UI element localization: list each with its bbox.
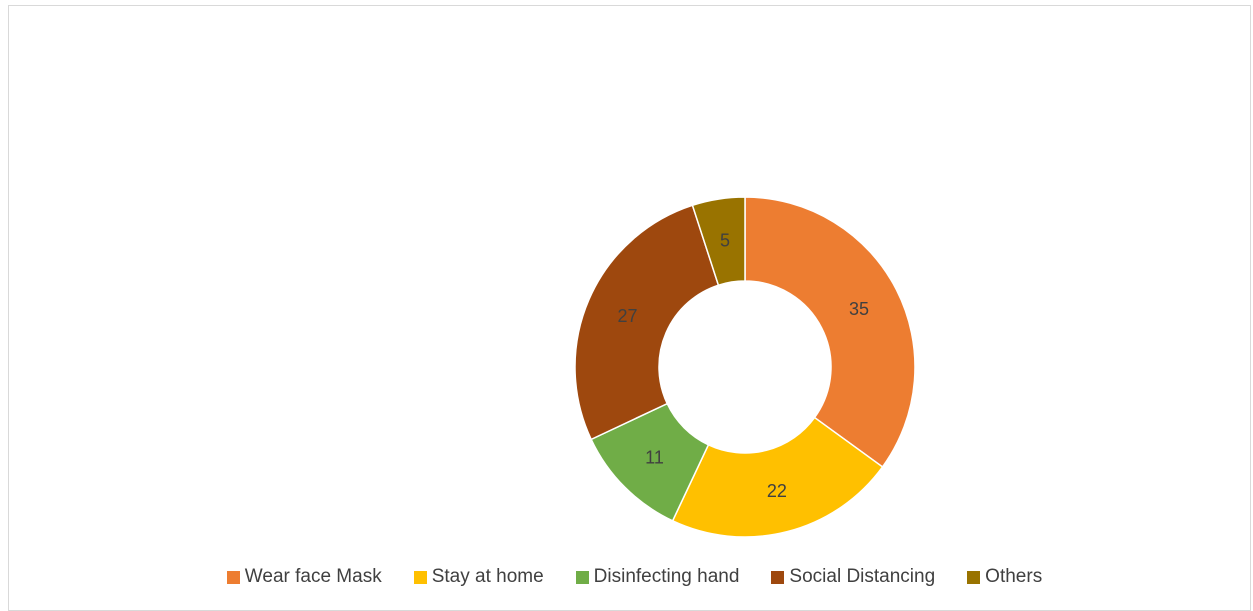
data-label: 35 xyxy=(849,299,869,319)
legend-label: Social Distancing xyxy=(789,566,936,587)
legend-label: Wear face Mask xyxy=(244,566,382,587)
legend-swatch xyxy=(967,570,981,584)
legend-item: Wear face Mask xyxy=(226,566,382,588)
legend-label: Disinfecting hand xyxy=(593,566,740,587)
donut-slice xyxy=(574,204,720,441)
donut-slice xyxy=(744,196,916,468)
legend-label: Stay at home xyxy=(431,566,544,587)
chart-legend: Wear face Mask Stay at home Disinfecting h… xyxy=(0,564,1253,590)
donut-slice xyxy=(671,416,884,538)
legend-item: Others xyxy=(967,566,1042,588)
data-label: 11 xyxy=(645,448,664,468)
legend-item: Stay at home xyxy=(413,566,544,588)
legend-item: Disinfecting hand xyxy=(575,566,740,588)
legend-label: Others xyxy=(985,566,1043,587)
legend-swatch xyxy=(575,570,589,584)
legend-swatch xyxy=(771,570,785,584)
data-label: 27 xyxy=(618,306,638,326)
data-label: 5 xyxy=(720,231,730,251)
legend-item: Social Distancing xyxy=(771,566,935,588)
donut-slice xyxy=(691,196,746,287)
legend-swatch xyxy=(226,570,240,584)
data-label: 22 xyxy=(767,481,787,501)
legend-swatch xyxy=(413,570,427,584)
